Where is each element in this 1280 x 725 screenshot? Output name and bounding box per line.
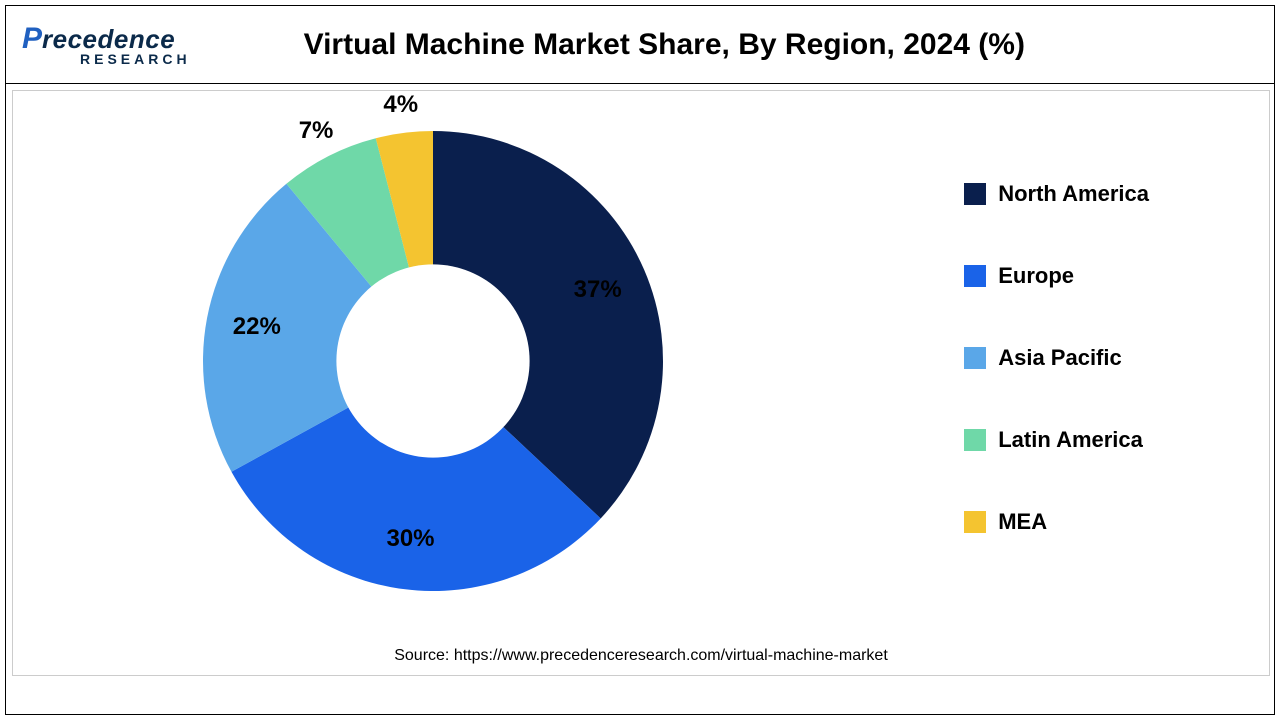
logo-sub: RESEARCH (80, 52, 191, 66)
legend-label: Europe (998, 263, 1074, 289)
legend-item: Europe (964, 263, 1149, 289)
legend-label: Latin America (998, 427, 1143, 453)
brand-logo: Precedence RESEARCH (22, 24, 191, 66)
donut-chart: 37%30%22%7%4% (193, 121, 673, 601)
header: Precedence RESEARCH Virtual Machine Mark… (6, 6, 1274, 84)
legend-swatch (964, 265, 986, 287)
logo-letter: P (22, 22, 42, 55)
legend-swatch (964, 511, 986, 533)
chart-area: 37% 30% 22% 7% 4% North America Europe Asia Pa… (12, 90, 1270, 676)
legend-label: MEA (998, 509, 1047, 535)
legend-item: MEA (964, 509, 1149, 535)
slice-label: 30% (386, 525, 434, 553)
legend-swatch (964, 429, 986, 451)
donut-hole (336, 264, 529, 457)
slice-label: 37% (574, 276, 622, 304)
legend-swatch (964, 347, 986, 369)
legend-label: Asia Pacific (998, 345, 1122, 371)
legend-item: Latin America (964, 427, 1149, 453)
legend-item: North America (964, 181, 1149, 207)
legend-swatch (964, 183, 986, 205)
legend-item: Asia Pacific (964, 345, 1149, 371)
slice-label: 4% (383, 91, 418, 119)
slice-label: 7% (299, 117, 334, 145)
legend: North America Europe Asia Pacific Latin Ame… (964, 181, 1149, 535)
outer-frame: Precedence RESEARCH Virtual Machine Mark… (5, 5, 1275, 715)
logo-main: recedence (42, 24, 175, 54)
slice-label: 22% (233, 313, 281, 341)
source-text: Source: https://www.precedenceresearch.c… (13, 647, 1269, 665)
chart-title: Virtual Machine Market Share, By Region,… (191, 28, 1258, 62)
legend-label: North America (998, 181, 1149, 207)
